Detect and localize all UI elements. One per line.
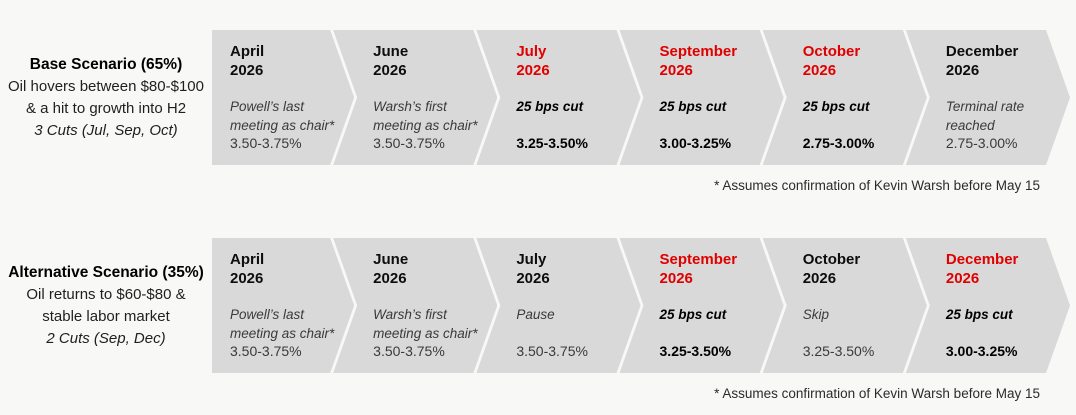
step-year: 2026 <box>230 62 264 79</box>
step-month-name: April <box>230 251 265 268</box>
step-year: 2026 <box>945 62 980 79</box>
step-month-name: April <box>230 43 265 60</box>
timeline-step-june: June 2026 Warsh’s first meeting as chair… <box>333 238 497 373</box>
step-note: Warsh’s first meeting as chair* <box>373 307 478 341</box>
scenario-label-alternative: Alternative Scenario (35%) Oil returns t… <box>0 238 212 373</box>
step-year: 2026 <box>516 270 550 287</box>
scenario-alternative: Alternative Scenario (35%) Oil returns t… <box>0 238 1076 404</box>
timeline-step-october: October 2026 25 bps cut 2.75-3.00% <box>763 30 927 165</box>
step-month-name: December <box>945 43 1019 60</box>
step-month: July 2026 <box>516 250 624 288</box>
step-note: 25 bps cut <box>945 307 1013 322</box>
step-note: Skip <box>802 307 829 322</box>
step-month: December 2026 <box>946 250 1054 288</box>
timeline-alternative: April 2026 Powell’s last meeting as chai… <box>212 238 1070 373</box>
timeline-step-september: September 2026 25 bps cut 3.25-3.50% <box>620 238 784 373</box>
step-month: June 2026 <box>373 42 481 80</box>
step-rate: 3.50-3.75% <box>373 135 445 151</box>
step-year: 2026 <box>945 270 980 287</box>
step-note: Powell’s last meeting as chair* <box>230 307 335 341</box>
step-note: 25 bps cut <box>659 307 727 322</box>
timeline-step-december: December 2026 Terminal rate reached 2.75… <box>906 30 1070 165</box>
step-rate: 3.50-3.75% <box>230 135 302 151</box>
step-month-name: July <box>516 43 547 60</box>
timeline-step-july: July 2026 Pause 3.50-3.75% <box>476 238 640 373</box>
step-month-name: December <box>945 251 1019 268</box>
step-rate: 2.75-3.00% <box>945 135 1018 151</box>
step-year: 2026 <box>373 270 407 287</box>
timeline-step-april: April 2026 Powell’s last meeting as chai… <box>212 30 354 165</box>
step-year: 2026 <box>659 62 693 79</box>
scenario-cuts-summary: 2 Cuts (Sep, Dec) <box>46 329 166 347</box>
step-month-name: July <box>516 251 547 268</box>
scenario-description-line1: Oil hovers between $80-$100 <box>8 77 204 95</box>
step-rate: 3.25-3.50% <box>802 343 875 359</box>
scenario-description-line2: & a hit to growth into H2 <box>25 99 187 117</box>
step-rate: 3.50-3.75% <box>230 343 302 359</box>
step-note: Powell’s last meeting as chair* <box>230 99 335 133</box>
scenario-description-line2: stable labor market <box>42 307 170 325</box>
step-year: 2026 <box>802 62 837 79</box>
step-note: 25 bps cut <box>802 99 870 114</box>
step-month: October 2026 <box>803 42 911 80</box>
step-year: 2026 <box>516 62 550 79</box>
step-month: September 2026 <box>660 42 768 80</box>
step-month-name: October <box>802 43 861 60</box>
timeline-base: April 2026 Powell’s last meeting as chai… <box>212 30 1070 165</box>
step-year: 2026 <box>373 62 407 79</box>
step-month: April 2026 <box>230 42 338 80</box>
step-month-name: September <box>659 43 738 60</box>
step-rate: 3.25-3.50% <box>516 135 588 151</box>
step-rate: 3.50-3.75% <box>373 343 445 359</box>
scenario-description-line1: Oil returns to $60-$80 & <box>26 285 186 303</box>
step-year: 2026 <box>802 270 837 287</box>
step-note: 25 bps cut <box>659 99 727 114</box>
scenario-title: Alternative Scenario (35%) <box>8 263 204 281</box>
step-month: July 2026 <box>516 42 624 80</box>
timeline-step-october: October 2026 Skip 3.25-3.50% <box>763 238 927 373</box>
scenario-label-base: Base Scenario (65%) Oil hovers between $… <box>0 30 212 165</box>
timeline-step-june: June 2026 Warsh’s first meeting as chair… <box>333 30 497 165</box>
footnote-base: * Assumes confirmation of Kevin Warsh be… <box>714 178 1040 193</box>
step-note: Warsh’s first meeting as chair* <box>373 99 478 133</box>
step-month-name: June <box>373 43 409 60</box>
step-rate: 3.00-3.25% <box>659 135 732 151</box>
step-month-name: June <box>373 251 409 268</box>
step-month: October 2026 <box>803 250 911 288</box>
step-month: June 2026 <box>373 250 481 288</box>
footnote-alternative: * Assumes confirmation of Kevin Warsh be… <box>714 386 1040 401</box>
timeline-step-december: December 2026 25 bps cut 3.00-3.25% <box>906 238 1070 373</box>
step-note: Pause <box>516 307 555 322</box>
step-month: April 2026 <box>230 250 338 288</box>
scenario-base: Base Scenario (65%) Oil hovers between $… <box>0 30 1076 196</box>
timeline-step-july: July 2026 25 bps cut 3.25-3.50% <box>476 30 640 165</box>
timeline-step-september: September 2026 25 bps cut 3.00-3.25% <box>620 30 784 165</box>
step-year: 2026 <box>230 270 264 287</box>
step-month-name: September <box>659 251 738 268</box>
step-note: 25 bps cut <box>516 99 584 114</box>
step-rate: 2.75-3.00% <box>802 135 875 151</box>
step-rate: 3.25-3.50% <box>659 343 732 359</box>
timeline-step-april: April 2026 Powell’s last meeting as chai… <box>212 238 354 373</box>
step-month: December 2026 <box>946 42 1054 80</box>
step-year: 2026 <box>659 270 693 287</box>
step-rate: 3.00-3.25% <box>945 343 1018 359</box>
scenario-cuts-summary: 3 Cuts (Jul, Sep, Oct) <box>34 121 178 139</box>
step-month: September 2026 <box>660 250 768 288</box>
step-note: Terminal rate reached <box>945 99 1025 133</box>
step-rate: 3.50-3.75% <box>516 343 588 359</box>
scenario-title: Base Scenario (65%) <box>29 55 183 73</box>
step-month-name: October <box>802 251 861 268</box>
